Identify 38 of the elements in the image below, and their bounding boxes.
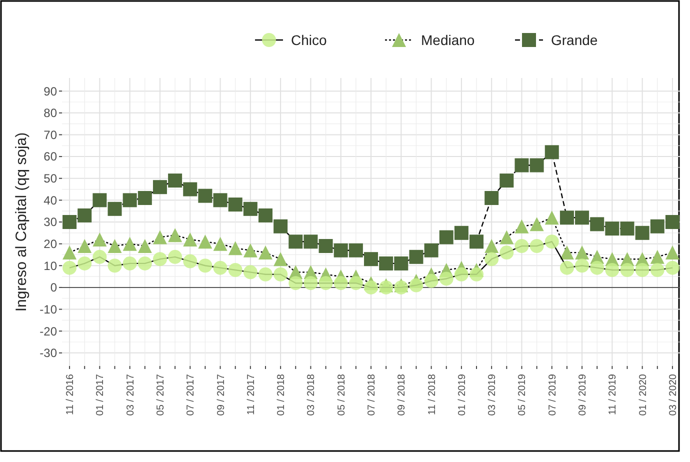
y-tick-label: 40 (44, 193, 58, 208)
x-tick-label: 03 / 2018 (306, 374, 318, 416)
x-tick-label: 11 / 2018 (426, 374, 438, 415)
x-tick-label: 01 / 2019 (456, 374, 468, 416)
x-tick-label: 01 / 2020 (638, 374, 649, 416)
x-tick-label: 03 / 2017 (125, 374, 136, 416)
x-tick-label: 11 / 2017 (246, 374, 257, 415)
y-tick-label: 70 (44, 128, 58, 142)
x-tick-label: 01 / 2017 (95, 374, 106, 416)
y-tick-label: 50 (44, 172, 58, 186)
y-axis-title: Ingreso al Capital (qq soja) (13, 132, 30, 312)
y-tick-label: 10 (44, 258, 58, 273)
y-tick-label: 90 (44, 84, 58, 98)
y-tick-label: -20 (40, 324, 58, 338)
x-tick-label: 11 / 2019 (608, 374, 619, 415)
x-tick-label: 05 / 2017 (155, 374, 166, 416)
x-tick-label: 07 / 2018 (366, 374, 378, 416)
y-tick-label: 20 (44, 237, 58, 252)
legend-label: Chico (291, 32, 328, 48)
x-tick-label: 03 / 2019 (487, 374, 498, 416)
y-tick-label: 30 (44, 215, 58, 230)
x-tick-label: 09 / 2018 (396, 374, 408, 416)
x-tick-label: 07 / 2017 (186, 374, 197, 416)
y-tick-label: -30 (40, 346, 58, 360)
x-tick-label: 07 / 2019 (547, 374, 558, 416)
x-tick-label: 05 / 2019 (517, 374, 528, 416)
x-tick-label: 05 / 2018 (336, 374, 348, 416)
x-tick-label: 11 / 2016 (65, 374, 76, 415)
y-tick-label: 0 (50, 280, 58, 295)
y-tick-label: 60 (44, 150, 58, 164)
legend-label: Grande (551, 32, 598, 48)
x-tick-label: 03 / 2020 (668, 374, 679, 416)
x-tick-label: 01 / 2018 (276, 374, 288, 416)
y-tick-label: 80 (44, 106, 58, 120)
x-tick-label: 09 / 2017 (216, 374, 227, 416)
x-tick-label: 09 / 2019 (578, 374, 589, 416)
legend-label: Mediano (421, 32, 475, 48)
y-tick-label: -10 (40, 302, 58, 316)
